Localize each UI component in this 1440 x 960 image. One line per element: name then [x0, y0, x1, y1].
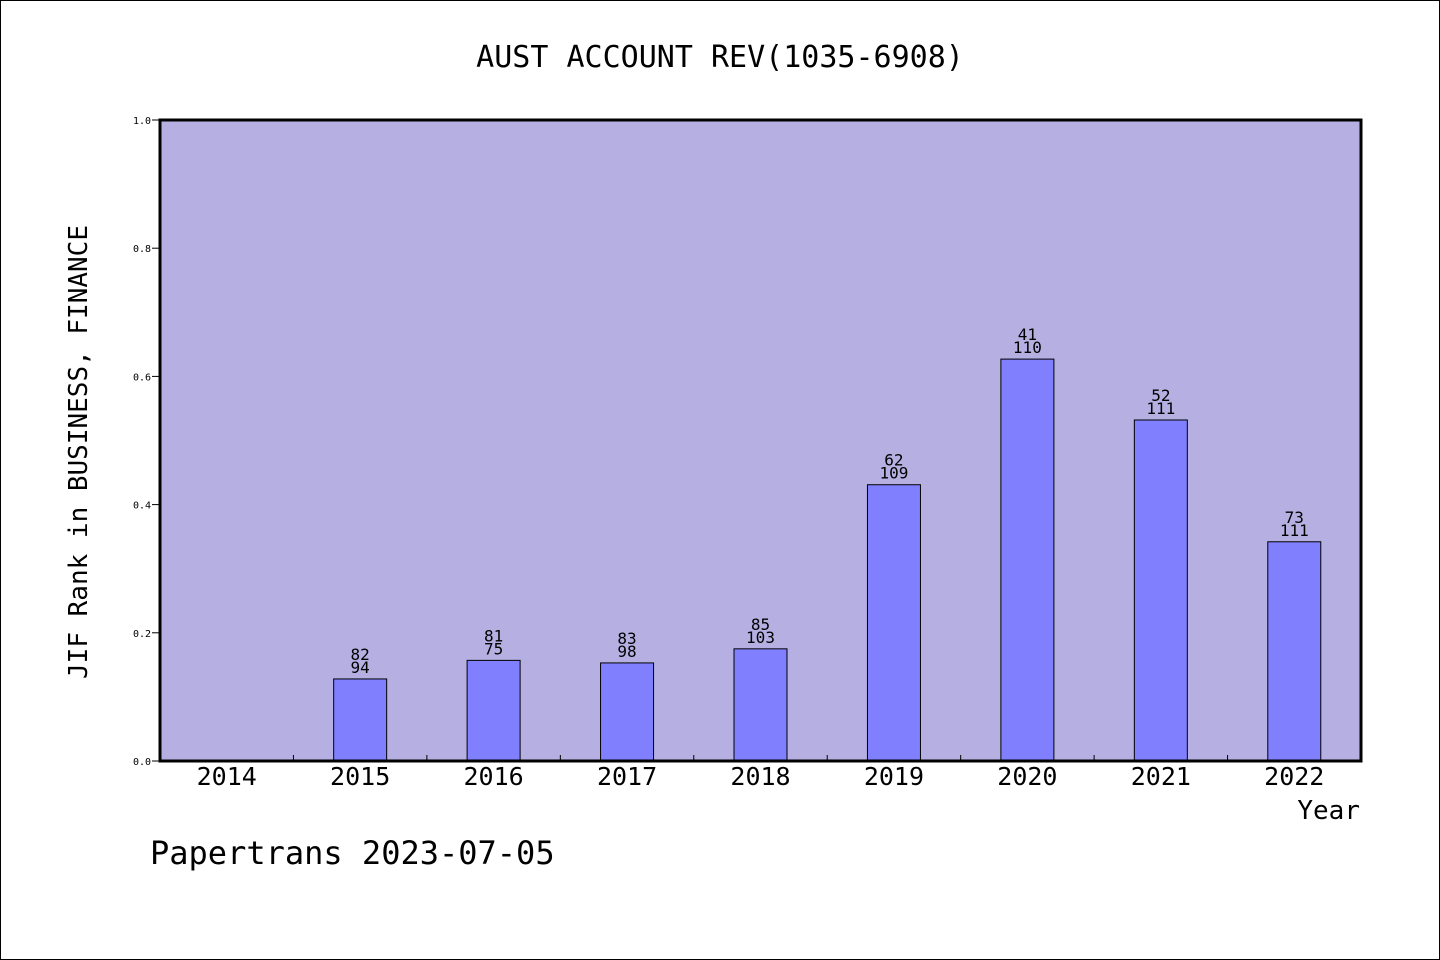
- bar-2021: [1133, 419, 1188, 762]
- x-tick-label: 2015: [330, 762, 390, 791]
- x-tick-label: 2019: [864, 762, 924, 791]
- bars-group: [333, 358, 1322, 762]
- bar-rank-label: 52: [1151, 386, 1170, 405]
- bar-2018: [733, 648, 788, 762]
- y-tick-label: 0.6: [133, 372, 151, 383]
- bar-total-label: 98: [617, 642, 636, 661]
- y-axis-label: JIF Rank in BUSINESS, FINANCE: [64, 225, 94, 679]
- y-axis: 0.0 0.2 0.4 0.6 0.8 1.0: [133, 116, 160, 768]
- x-tick-label: 2014: [197, 762, 257, 791]
- bar-2015: [333, 678, 388, 762]
- bar-total-label: 109: [879, 464, 908, 483]
- x-tick-label: 2020: [997, 762, 1057, 791]
- bar-2017: [600, 662, 655, 762]
- bar-rank-label: 62: [884, 451, 903, 470]
- bar-rank-label: 73: [1285, 508, 1304, 527]
- y-tick-label: 1.0: [133, 116, 151, 127]
- bar-rank-label: 41: [1018, 325, 1037, 344]
- bar-2020: [1000, 358, 1055, 762]
- x-axis: 2014 2015 2016 2017 2018 2019 2020 2021 2022: [197, 755, 1324, 791]
- bar-rank-label: 82: [351, 645, 370, 664]
- bar-total-label: 94: [351, 658, 370, 677]
- bar-rank-label: 83: [617, 629, 636, 648]
- bar-2019: [866, 484, 921, 762]
- bar-total-label: 110: [1013, 338, 1042, 357]
- bar-2016: [466, 659, 521, 762]
- bar-total-label: 111: [1146, 399, 1175, 418]
- footer-text: Papertrans 2023-07-05: [150, 834, 555, 872]
- x-tick-label: 2021: [1131, 762, 1191, 791]
- x-tick-label: 2017: [597, 762, 657, 791]
- y-tick-label: 0.0: [133, 757, 151, 768]
- x-tick-label: 2016: [464, 762, 524, 791]
- bar-total-label: 75: [484, 639, 503, 658]
- x-tick-label: 2018: [730, 762, 790, 791]
- bar-total-label: 103: [746, 628, 775, 647]
- plot-border: [158, 118, 1363, 763]
- bar-rank-label: 85: [751, 615, 770, 634]
- chart-title: AUST ACCOUNT REV(1035-6908): [476, 40, 964, 75]
- x-axis-label: Year: [1297, 796, 1360, 826]
- x-tick-label: 2022: [1264, 762, 1324, 791]
- bar-2022: [1267, 541, 1322, 762]
- bar-total-label: 111: [1280, 521, 1309, 540]
- bar-rank-label: 81: [484, 626, 503, 645]
- y-tick-label: 0.8: [133, 244, 151, 255]
- y-tick-label: 0.4: [133, 501, 151, 512]
- y-tick-label: 0.2: [133, 629, 151, 640]
